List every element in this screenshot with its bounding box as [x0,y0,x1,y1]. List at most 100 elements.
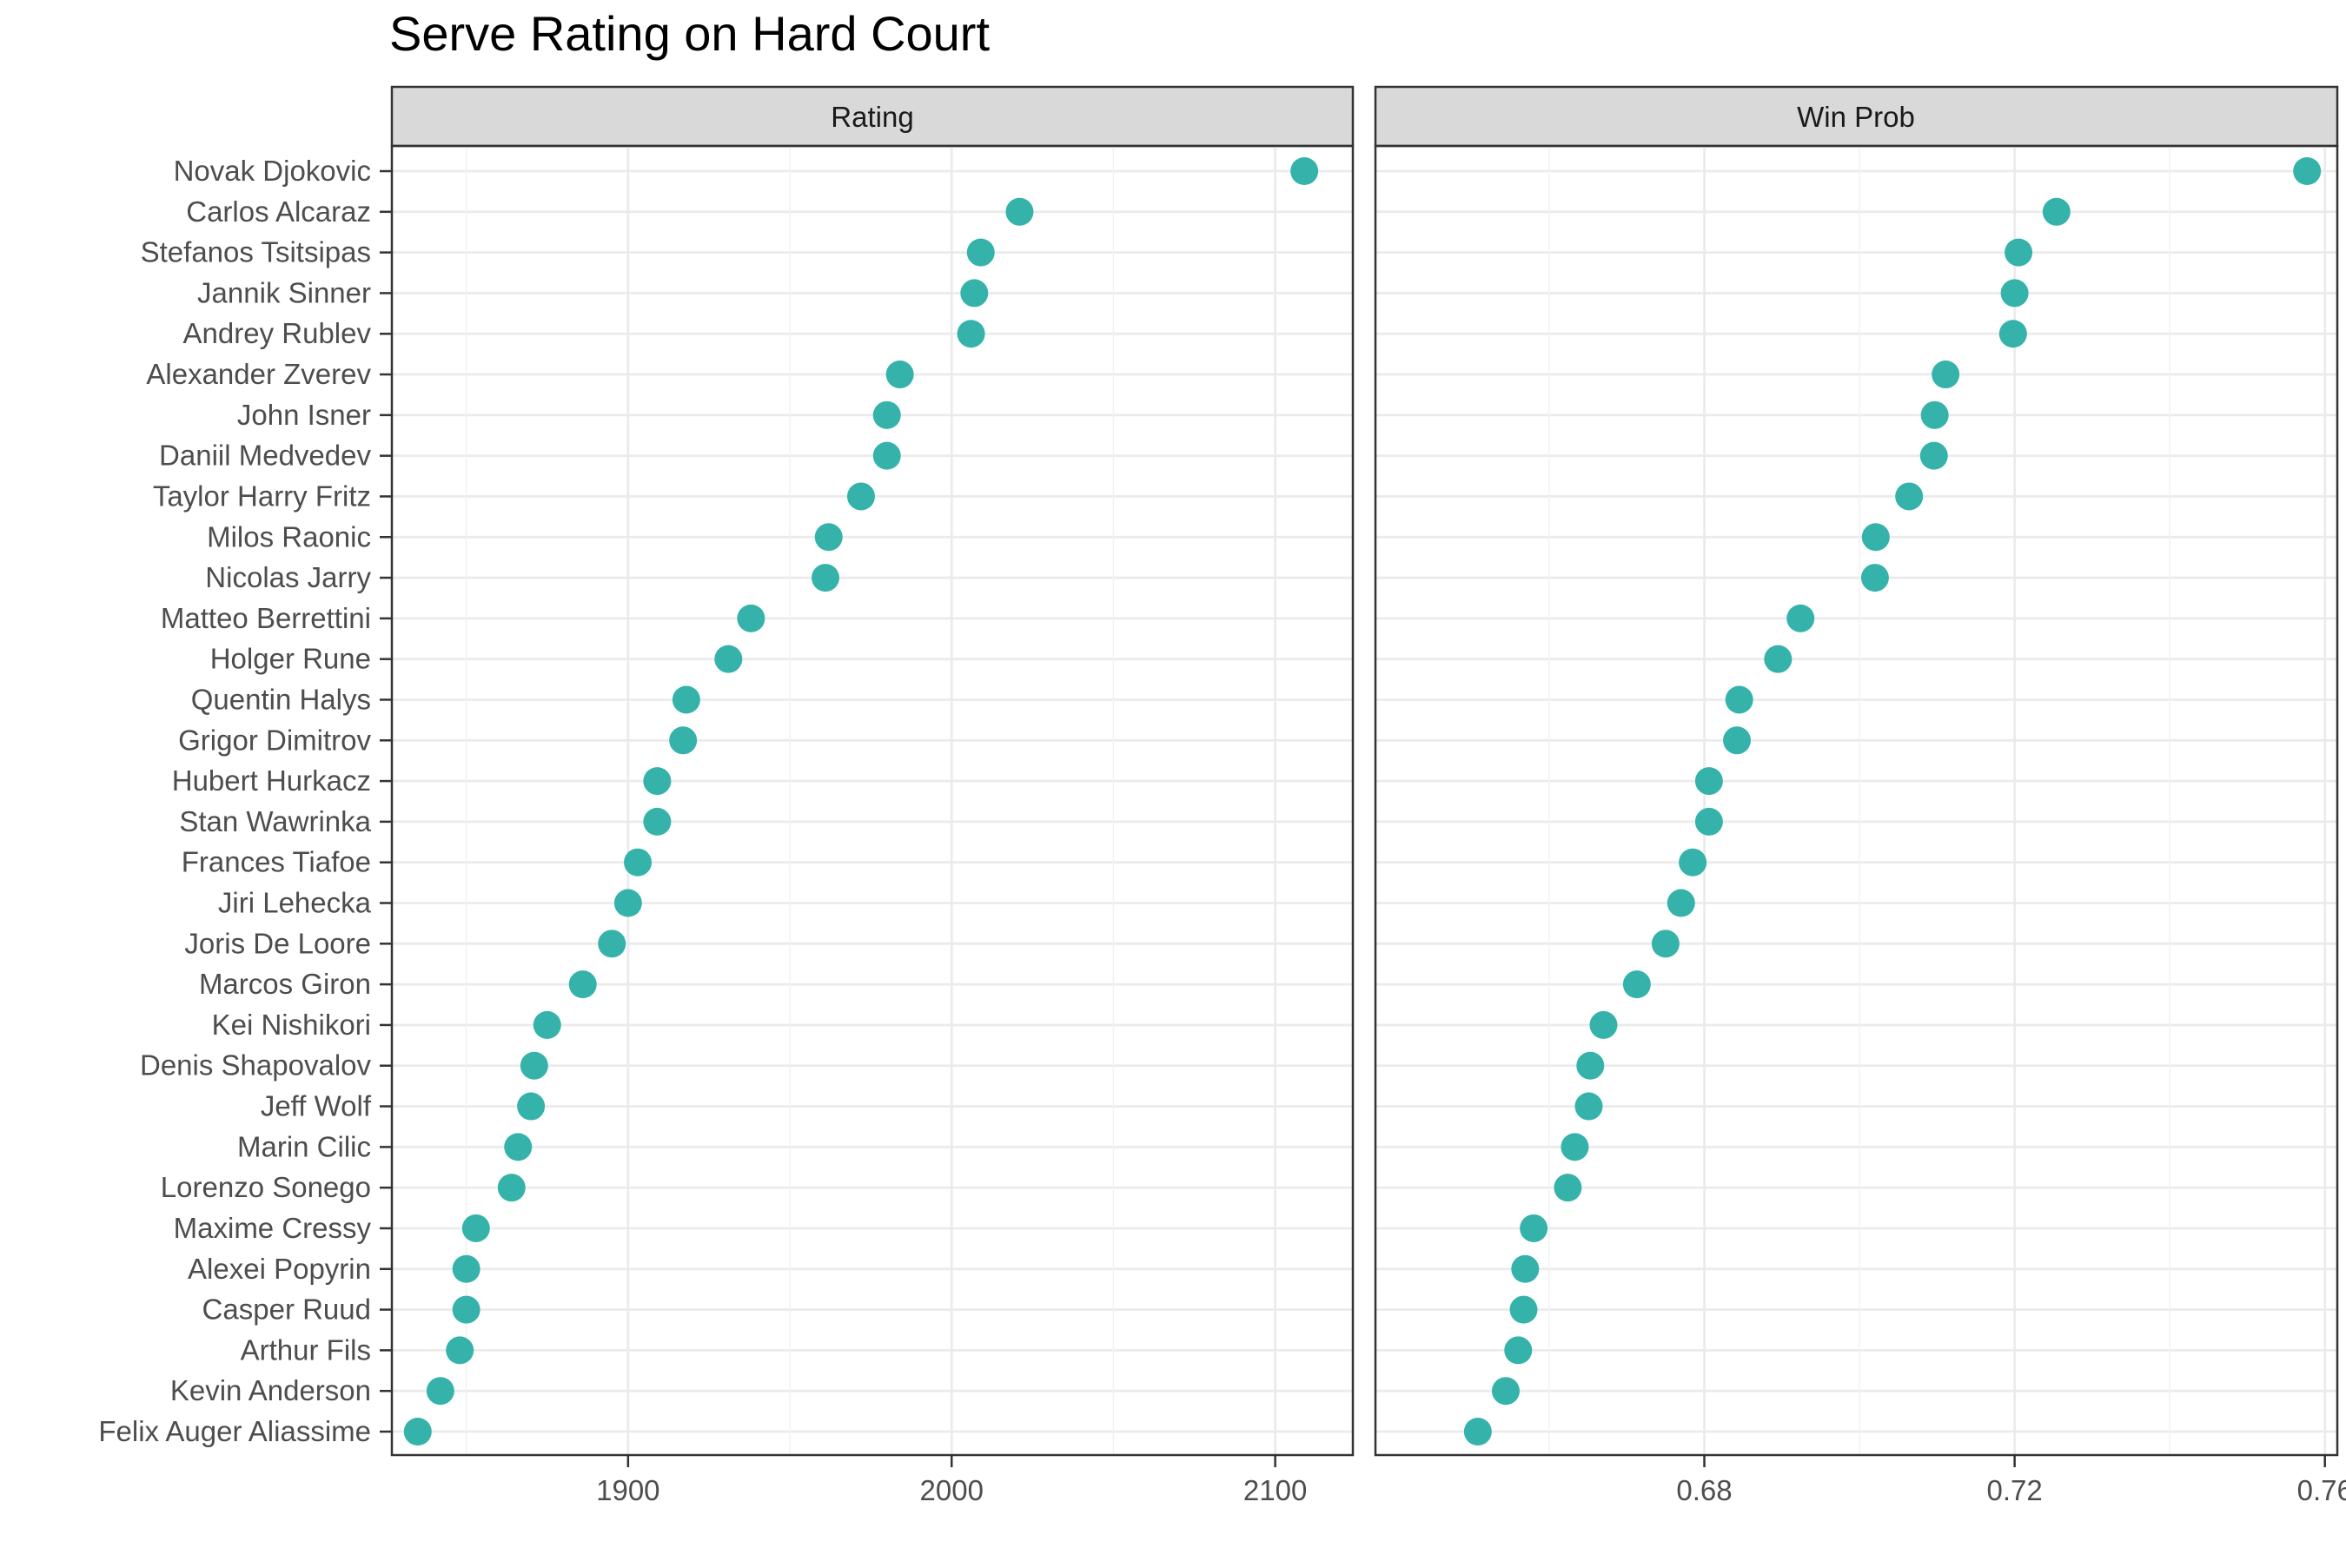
data-point-grigor-dimitrov [669,726,698,755]
data-point-marin-cilic [1561,1133,1589,1161]
data-point-joris-de-loore [598,930,626,958]
y-tick-label-quentin-halys: Quentin Halys [191,683,371,715]
y-tick-label-maxime-cressy: Maxime Cressy [174,1212,372,1244]
y-tick-label-grigor-dimitrov: Grigor Dimitrov [178,724,371,756]
grid-win-prob [1375,146,2337,1455]
data-point-denis-shapovalov [520,1051,548,1080]
data-point-felix-auger-aliassime [1463,1418,1492,1446]
data-point-quentin-halys [1725,685,1753,714]
data-point-jeff-wolf [517,1092,546,1121]
data-point-andrey-rublev [1998,320,2027,348]
data-point-stefanos-tsitsipas [966,238,995,267]
y-tick-label-jiri-lehecka: Jiri Lehecka [218,887,372,919]
data-point-novak-djokovic [2293,157,2322,185]
data-point-arthur-fils [1504,1336,1533,1365]
data-point-maxime-cressy [1520,1214,1548,1242]
panel-border-rating [390,144,1355,1457]
y-tick-label-kevin-anderson: Kevin Anderson [170,1374,371,1406]
data-point-kevin-anderson [426,1377,454,1406]
y-tick-label-frances-tiafoe: Frances Tiafoe [182,846,371,878]
y-tick-label-stefanos-tsitsipas: Stefanos Tsitsipas [141,236,371,268]
data-point-hubert-hurkacz [1694,767,1723,796]
y-tick-label-carlos-alcaraz: Carlos Alcaraz [186,195,371,228]
data-point-holger-rune [714,645,743,673]
y-tick-label-arthur-fils: Arthur Fils [241,1333,371,1366]
data-point-lorenzo-sonego [1554,1174,1582,1202]
data-point-maxime-cressy [461,1214,490,1242]
strip-win-prob [1374,85,2339,148]
data-point-frances-tiafoe [1679,848,1707,877]
y-tick-label-john-isner: John Isner [237,399,371,431]
data-point-marin-cilic [504,1133,533,1161]
x-axis-rating: 1900 2000 2100 [596,1455,1307,1506]
y-tick-label-andrey-rublev: Andrey Rublev [183,317,372,349]
points-rating [403,157,1319,1446]
data-point-nicolas-jarry [812,564,840,592]
data-point-quentin-halys [672,685,700,714]
y-tick-label-kei-nishikori: Kei Nishikori [212,1009,371,1041]
y-tick-label-alexei-popyrin: Alexei Popyrin [188,1253,371,1285]
data-point-alexander-zverev [885,361,914,389]
grid-rating [392,146,1353,1455]
data-point-denis-shapovalov [1576,1051,1605,1080]
x-tick-label: 2100 [1243,1474,1307,1506]
data-point-daniil-medvedev [872,441,901,470]
data-point-novak-djokovic [1290,157,1319,185]
data-point-felix-auger-aliassime [403,1418,432,1446]
chart-title: Serve Rating on Hard Court [389,6,990,61]
y-tick-label-matteo-berrettini: Matteo Berrettini [161,602,371,634]
y-tick-label-taylor-harry-fritz: Taylor Harry Fritz [153,480,371,512]
data-point-milos-raonic [1861,523,1890,552]
data-point-john-isner [872,400,901,429]
y-tick-label-jeff-wolf: Jeff Wolf [261,1090,372,1122]
panel-rating: Rating 1900 2000 2100 [390,85,1355,1506]
data-point-nicolas-jarry [1860,564,1889,592]
data-point-milos-raonic [814,523,843,552]
data-point-marcos-giron [1622,970,1651,999]
data-point-jannik-sinner [2000,279,2029,308]
y-tick-label-nicolas-jarry: Nicolas Jarry [205,561,371,593]
data-point-stan-wawrinka [1694,807,1723,836]
data-point-carlos-alcaraz [2042,197,2071,226]
data-point-stan-wawrinka [643,807,672,836]
data-point-grigor-dimitrov [1723,726,1752,755]
y-tick-label-denis-shapovalov: Denis Shapovalov [140,1049,371,1082]
data-point-alexei-popyrin [452,1254,480,1283]
x-tick-label: 0.68 [1676,1474,1732,1506]
data-point-jannik-sinner [960,279,989,308]
y-tick-label-novak-djokovic: Novak Djokovic [174,155,371,187]
x-tick-label: 1900 [596,1474,659,1506]
data-point-taylor-harry-fritz [846,482,875,511]
y-tick-label-alexander-zverev: Alexander Zverev [146,358,371,390]
data-point-casper-ruud [452,1295,480,1324]
points-win-prob [1463,157,2322,1446]
data-point-kei-nishikori [533,1010,561,1039]
x-axis-win-prob: 0.68 0.72 0.76 [1676,1455,2346,1506]
data-point-daniil-medvedev [1919,441,1948,470]
data-point-casper-ruud [1509,1295,1538,1324]
data-point-arthur-fils [446,1336,474,1365]
strip-label-win-prob: Win Prob [1797,101,1915,133]
data-point-jiri-lehecka [1667,889,1695,917]
data-point-lorenzo-sonego [497,1174,526,1202]
y-tick-label-casper-ruud: Casper Ruud [202,1293,371,1326]
y-tick-label-lorenzo-sonego: Lorenzo Sonego [161,1171,371,1203]
data-point-john-isner [1920,400,1949,429]
x-tick-label: 0.72 [1987,1474,2043,1506]
y-tick-label-holger-rune: Holger Rune [210,643,371,675]
data-point-hubert-hurkacz [643,767,672,796]
y-tick-label-marcos-giron: Marcos Giron [199,968,371,1000]
strip-rating [390,85,1355,148]
data-point-joris-de-loore [1651,930,1680,958]
data-point-alexei-popyrin [1511,1254,1540,1283]
data-point-matteo-berrettini [737,604,765,632]
x-tick-label: 0.76 [2297,1474,2346,1506]
data-point-jeff-wolf [1574,1092,1603,1121]
y-tick-label-stan-wawrinka: Stan Wawrinka [179,805,371,837]
y-axis-labels: Novak Djokovic Carlos Alcaraz Stefanos Tsi… [98,155,392,1447]
data-point-frances-tiafoe [624,848,653,877]
panel-border-win-prob [1374,144,2339,1457]
data-point-alexander-zverev [1932,361,1960,389]
data-point-marcos-giron [568,970,597,999]
